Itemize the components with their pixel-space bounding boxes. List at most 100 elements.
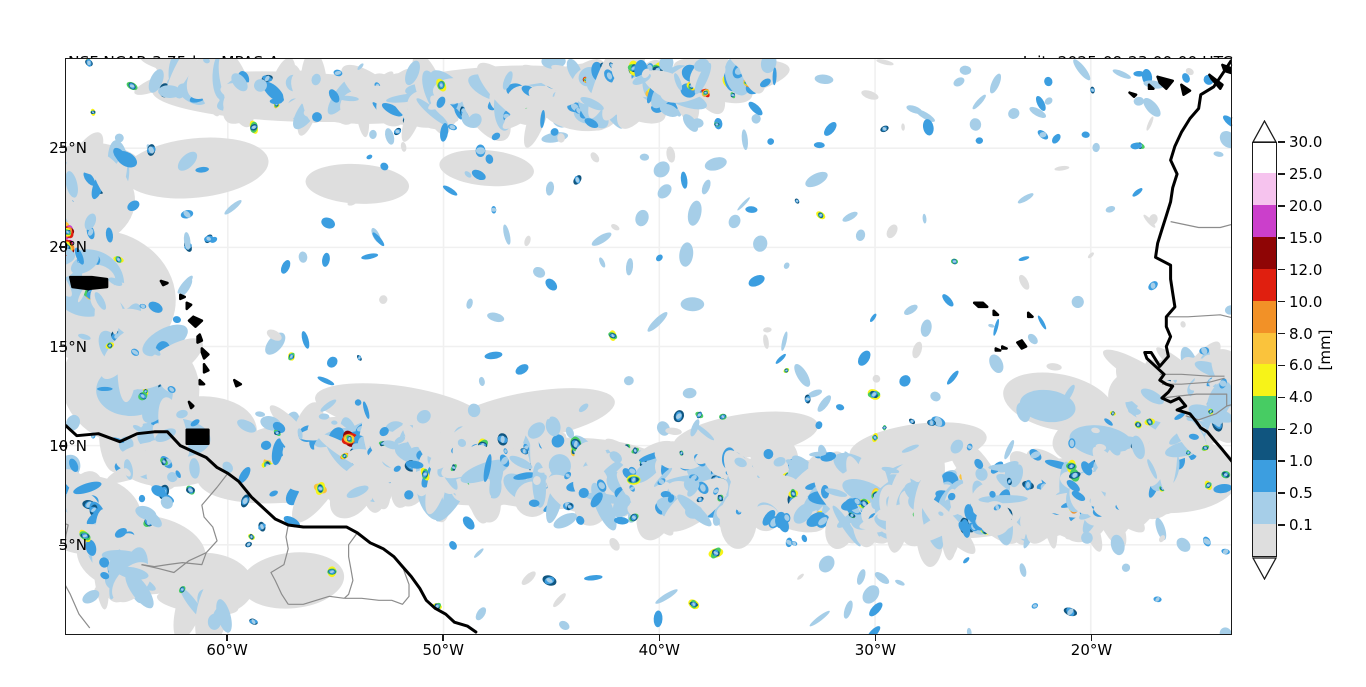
precip-shield <box>1121 563 1131 572</box>
precip-cell <box>1153 596 1162 603</box>
map-plot-area <box>65 58 1232 635</box>
precip-shield <box>611 224 620 231</box>
precip-cell <box>566 503 573 511</box>
colorbar-segment-12.0-15.0 <box>1253 268 1276 301</box>
precip-cell <box>313 482 327 495</box>
precip-shield <box>682 387 697 399</box>
precip-shield <box>653 610 663 628</box>
colorbar-tick <box>1278 492 1285 494</box>
precip-shield <box>904 304 918 315</box>
colorbar-tick <box>1278 141 1285 143</box>
precip-shield <box>317 376 335 386</box>
precip-shield <box>842 211 858 222</box>
colorbar-under-arrow <box>1252 557 1277 580</box>
precip-cell <box>788 488 799 499</box>
colorbar-label-12.0: 12.0 <box>1289 260 1323 279</box>
precip-cell <box>880 125 889 133</box>
precip-shield <box>775 353 786 364</box>
border-fg_brazil <box>344 566 410 605</box>
precip-cell <box>688 599 700 610</box>
colorbar-segment-15.0-20.0 <box>1253 236 1276 269</box>
xtick-label-40W: 40°W <box>638 641 681 659</box>
precip-shield <box>818 555 835 573</box>
ytick-mark <box>59 345 65 348</box>
colorbar-label-0.1: 0.1 <box>1289 516 1313 535</box>
precip-shield <box>466 298 473 309</box>
precip-shield <box>857 350 871 366</box>
precip-shield <box>959 65 972 75</box>
precip-shield <box>946 370 959 385</box>
coastline-lessant1 <box>159 279 169 287</box>
precip-shield <box>1052 133 1061 144</box>
xtick-label-30W: 30°W <box>854 641 897 659</box>
precip-cell <box>673 410 685 423</box>
precip-shield <box>872 374 881 383</box>
precip-shield <box>791 492 795 496</box>
xtick-mark <box>226 635 228 641</box>
precip-cell <box>608 330 618 342</box>
precip-shield <box>513 472 536 480</box>
precip-shield <box>573 440 578 448</box>
colorbar-tick <box>1278 396 1285 399</box>
precip-shield <box>532 462 547 508</box>
precip-shield <box>1092 142 1100 153</box>
precip-shield <box>634 449 637 452</box>
precip-shield <box>348 437 351 441</box>
precip-cell <box>249 618 258 625</box>
precip-shield <box>741 129 748 151</box>
precip-cell <box>90 108 96 116</box>
ytick-mark <box>59 246 65 248</box>
colorbar-label-6.0: 6.0 <box>1289 356 1313 375</box>
precip-shield <box>623 376 634 386</box>
coastline-capeverde3 <box>1016 339 1028 350</box>
precip-cell <box>1148 281 1158 291</box>
precip-shield <box>280 260 291 274</box>
coastline-lessant2 <box>179 293 186 301</box>
precip-cell <box>816 211 826 220</box>
colorbar-label-25.0: 25.0 <box>1289 164 1323 183</box>
ytick-mark <box>59 544 65 547</box>
precip-shield <box>1019 389 1076 423</box>
precip-cell <box>717 494 724 502</box>
precip-shield <box>814 74 834 84</box>
precip-shield <box>809 610 830 627</box>
precip-shield <box>899 375 911 387</box>
precip-cell <box>695 411 704 419</box>
precip-shield <box>1105 205 1116 213</box>
precip-cell <box>185 485 195 495</box>
precip-cell <box>816 514 830 528</box>
precipitation-map <box>66 59 1231 634</box>
precip-shield <box>1027 333 1038 345</box>
precip-shield <box>172 316 181 324</box>
precip-shield <box>240 552 345 609</box>
precip-shield <box>728 214 741 229</box>
precip-cell <box>1221 548 1230 555</box>
precip-cell <box>1037 129 1049 140</box>
precip-cell <box>697 481 709 494</box>
precip-shield <box>400 141 407 152</box>
precip-cell <box>867 389 881 400</box>
precip-shield <box>138 494 146 503</box>
precip-shield <box>855 229 866 242</box>
coastline-pr <box>68 275 109 291</box>
coastline-lessant4 <box>187 315 204 328</box>
precip-shield <box>679 242 694 267</box>
precip-shield <box>930 391 941 402</box>
precip-shield <box>700 484 706 492</box>
precip-shield <box>551 434 565 448</box>
colorbar-over-arrow <box>1252 120 1277 143</box>
precip-shield <box>861 90 879 100</box>
precip-shield <box>1017 193 1034 204</box>
colorbar-segment-20.0-25.0 <box>1253 204 1276 237</box>
colorbar-label-20.0: 20.0 <box>1289 196 1323 215</box>
precip-shield <box>533 266 546 278</box>
precip-cell <box>882 425 887 431</box>
precip-shield <box>832 505 861 547</box>
precip-shield <box>545 181 555 196</box>
colorbar-tick <box>1278 364 1285 367</box>
precip-cell <box>1068 438 1076 449</box>
precip-cell <box>794 198 800 204</box>
colorbar-segment-0.1-0.5 <box>1253 523 1276 556</box>
precip-cell <box>1031 603 1039 609</box>
precip-shield <box>1143 98 1161 117</box>
